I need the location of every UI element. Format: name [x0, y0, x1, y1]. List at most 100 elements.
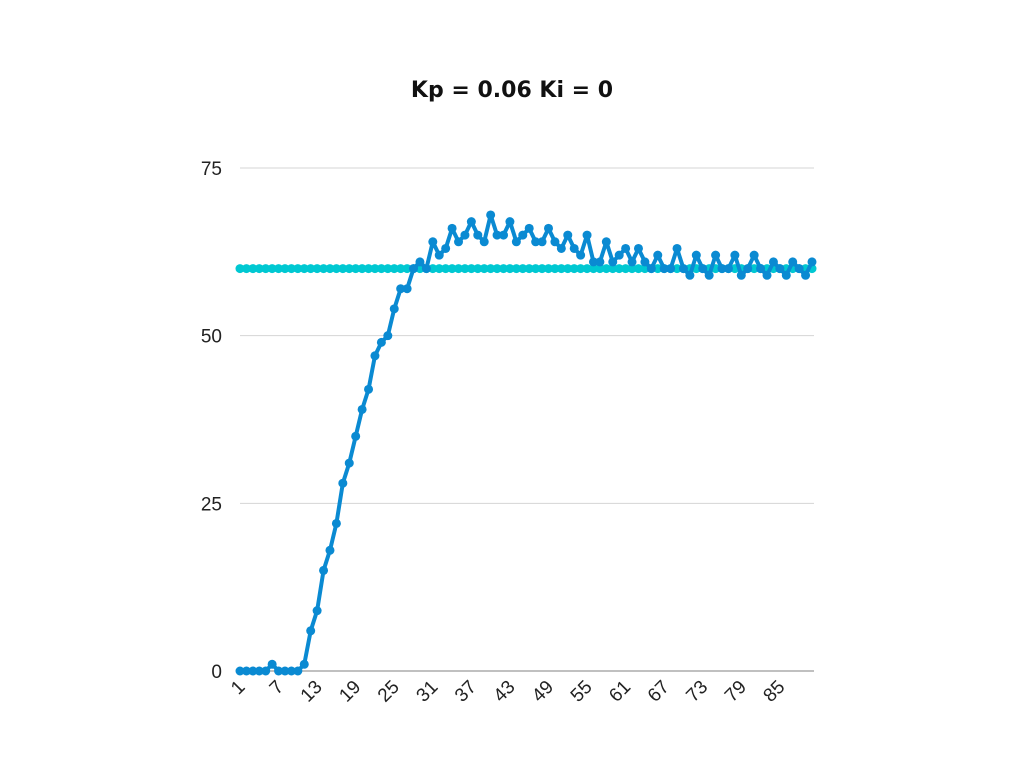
data-point [441, 243, 451, 253]
data-point [768, 257, 778, 267]
data-point [723, 264, 733, 274]
data-point [254, 666, 264, 676]
data-point [537, 237, 547, 247]
data-point [736, 270, 746, 280]
data-point [569, 243, 579, 253]
data-point [306, 264, 316, 274]
data-point [563, 264, 573, 274]
data-point [691, 250, 701, 260]
data-point [595, 264, 605, 274]
data-point [325, 264, 335, 274]
data-point [344, 264, 354, 274]
data-point [357, 404, 367, 414]
data-point [582, 264, 592, 274]
data-point [499, 230, 509, 240]
data-point [441, 264, 451, 274]
data-point [306, 626, 316, 636]
data-point [794, 264, 804, 274]
x-tick-label: 1 [227, 677, 249, 699]
data-point [319, 565, 329, 575]
y-tick-label: 75 [201, 159, 222, 180]
data-point [325, 545, 335, 555]
data-point [730, 250, 740, 260]
data-point [338, 478, 348, 488]
data-point [396, 284, 406, 294]
data-point [781, 270, 791, 280]
data-point [267, 659, 277, 669]
data-point [543, 264, 553, 274]
data-point [370, 351, 380, 361]
data-point [608, 264, 618, 274]
data-point [421, 264, 431, 274]
data-point [550, 264, 560, 274]
data-point [460, 230, 470, 240]
x-tick-label: 61 [605, 677, 635, 707]
data-point [595, 257, 605, 267]
data-point [248, 264, 258, 274]
data-point [711, 250, 721, 260]
data-point [331, 518, 341, 528]
data-point [704, 270, 714, 280]
data-point [299, 264, 309, 274]
data-point [499, 264, 509, 274]
data-point [614, 250, 624, 260]
series-line [238, 212, 814, 673]
data-point [280, 666, 290, 676]
data-point [756, 264, 766, 274]
data-point [261, 666, 271, 676]
data-point [241, 264, 251, 274]
x-tick-label: 85 [760, 677, 790, 707]
data-point [511, 237, 521, 247]
data-point [608, 257, 618, 267]
data-point [537, 264, 547, 274]
y-axis-ticks: 0 25 50 75 [201, 159, 222, 683]
data-point [659, 264, 669, 274]
data-point [261, 264, 271, 274]
data-point [524, 223, 534, 233]
y-tick-label: 50 [201, 327, 222, 348]
data-point [235, 264, 245, 274]
data-point [454, 264, 464, 274]
data-point [434, 264, 444, 274]
data-point [531, 264, 541, 274]
data-point [434, 250, 444, 260]
x-tick-label: 31 [413, 677, 443, 707]
gridlines [240, 167, 814, 672]
data-point [466, 217, 476, 227]
data-point [319, 264, 329, 274]
x-tick-label: 55 [567, 677, 597, 707]
data-point [267, 264, 277, 274]
data-point [640, 257, 650, 267]
data-point [454, 237, 464, 247]
data-point [415, 257, 425, 267]
data-point [351, 264, 361, 274]
data-point [788, 257, 798, 267]
data-point [376, 264, 386, 274]
data-point [351, 431, 361, 441]
data-point [531, 237, 541, 247]
data-point [486, 264, 496, 274]
data-point [389, 264, 399, 274]
data-point [364, 264, 374, 274]
data-point [428, 237, 438, 247]
x-tick-label: 13 [297, 677, 327, 707]
data-point [364, 384, 374, 394]
data-point [511, 264, 521, 274]
data-point [717, 264, 727, 274]
data-point [621, 243, 631, 253]
chart-title: Kp = 0.06 Ki = 0 [410, 78, 614, 103]
data-point [492, 230, 502, 240]
data-point [447, 223, 457, 233]
data-point [293, 666, 303, 676]
data-point [383, 264, 393, 274]
data-point [383, 331, 393, 341]
x-tick-label: 73 [682, 677, 712, 707]
data-point [428, 264, 438, 274]
x-axis-ticks: 1 7 13 19 25 31 37 43 49 55 61 67 73 79 85 [227, 677, 789, 707]
data-point [492, 264, 502, 274]
x-tick-label: 79 [721, 677, 751, 707]
data-point [402, 284, 412, 294]
data-point [576, 250, 586, 260]
data-point [666, 264, 676, 274]
